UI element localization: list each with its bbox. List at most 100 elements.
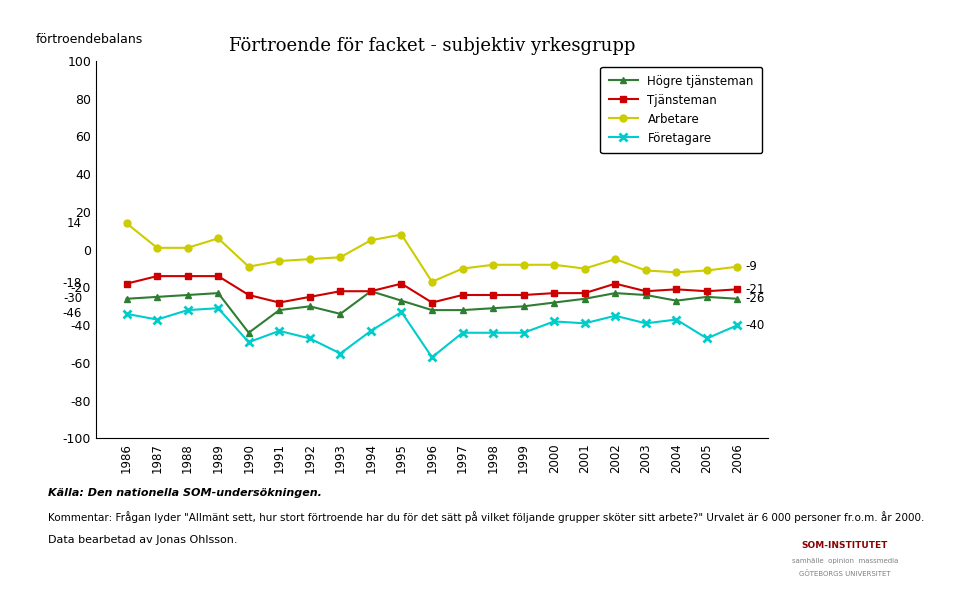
Arbetare [579,265,590,272]
Högre tjänsteman [732,295,743,303]
Tjänsteman [517,291,529,298]
Tjänsteman [365,287,376,295]
Företagare [426,354,438,361]
Företagare [304,335,316,342]
Tjänsteman [243,291,254,298]
Företagare [152,316,163,323]
Företagare [274,327,285,334]
Företagare [121,310,132,317]
Text: samhälle  opinion  massmedia: samhälle opinion massmedia [792,558,898,565]
Företagare [243,339,254,346]
Högre tjänsteman [243,329,254,336]
Företagare [732,322,743,329]
Arbetare [274,258,285,265]
Företagare [488,329,499,336]
Företagare [181,306,193,314]
Företagare [212,304,224,312]
Text: -46: -46 [62,308,83,320]
Tjänsteman [121,280,132,287]
Företagare [396,308,407,315]
Text: SOM-INSTITUTET: SOM-INSTITUTET [802,541,888,550]
Arbetare [457,265,468,272]
Arbetare [488,261,499,269]
Arbetare [640,267,652,274]
Arbetare [548,261,560,269]
Text: 14: 14 [67,217,83,230]
Arbetare [701,267,712,274]
Företagare [457,329,468,336]
Tjänsteman [488,291,499,298]
Tjänsteman [274,299,285,306]
Högre tjänsteman [548,299,560,306]
Högre tjänsteman [181,291,193,298]
Tjänsteman [701,287,712,295]
Högre tjänsteman [671,297,683,304]
Tjänsteman [671,286,683,293]
Text: -30: -30 [63,292,83,305]
Text: GÖTEBORGS UNIVERSITET: GÖTEBORGS UNIVERSITET [799,569,891,577]
Tjänsteman [579,289,590,297]
Arbetare [396,231,407,238]
Högre tjänsteman [488,304,499,312]
Line: Företagare: Företagare [122,304,742,362]
Arbetare [517,261,529,269]
Text: -26: -26 [746,292,765,305]
Text: -40: -40 [746,319,765,332]
Tjänsteman [396,280,407,287]
Arbetare [304,256,316,263]
Företagare [517,329,529,336]
Högre tjänsteman [274,306,285,314]
Högre tjänsteman [517,303,529,310]
Text: förtroendebalans: förtroendebalans [36,33,143,46]
Tjänsteman [640,287,652,295]
Högre tjänsteman [335,310,347,317]
Tjänsteman [732,286,743,293]
Högre tjänsteman [640,291,652,298]
Företagare [548,318,560,325]
Företagare [335,350,347,357]
Text: Källa: Den nationella SOM-undersökningen.: Källa: Den nationella SOM-undersökningen… [48,488,322,498]
Tjänsteman [304,293,316,300]
Högre tjänsteman [426,306,438,314]
Text: Kommentar: Frågan lyder "Allmänt sett, hur stort förtroende har du för det sätt : Kommentar: Frågan lyder "Allmänt sett, h… [48,511,924,523]
Arbetare [152,244,163,252]
Text: -18: -18 [62,277,83,290]
Legend: Högre tjänsteman, Tjänsteman, Arbetare, Företagare: Högre tjänsteman, Tjänsteman, Arbetare, … [600,67,762,153]
Företagare [671,316,683,323]
Arbetare [671,269,683,276]
Tjänsteman [152,272,163,280]
Högre tjänsteman [579,295,590,303]
Företagare [579,320,590,327]
Arbetare [335,253,347,261]
Tjänsteman [212,272,224,280]
Företagare [610,312,621,319]
Arbetare [243,263,254,270]
Arbetare [732,263,743,270]
Högre tjänsteman [212,289,224,297]
Text: Förtroende för facket - subjektiv yrkesgrupp: Förtroende för facket - subjektiv yrkesg… [228,37,636,55]
Line: Tjänsteman: Tjänsteman [123,273,741,306]
Högre tjänsteman [701,293,712,300]
Arbetare [365,236,376,244]
Högre tjänsteman [121,295,132,303]
Tjänsteman [335,287,347,295]
Tjänsteman [181,272,193,280]
Line: Högre tjänsteman: Högre tjänsteman [123,287,741,336]
Arbetare [181,244,193,252]
Line: Arbetare: Arbetare [123,220,741,285]
Text: -9: -9 [746,260,757,273]
Företagare [640,320,652,327]
Text: -21: -21 [746,283,765,296]
Högre tjänsteman [304,303,316,310]
Arbetare [121,220,132,227]
Tjänsteman [426,299,438,306]
Arbetare [212,234,224,242]
Arbetare [610,256,621,263]
Högre tjänsteman [457,306,468,314]
Högre tjänsteman [610,289,621,297]
Text: Data bearbetad av Jonas Ohlsson.: Data bearbetad av Jonas Ohlsson. [48,535,237,545]
Företagare [701,335,712,342]
Högre tjänsteman [396,297,407,304]
Tjänsteman [610,280,621,287]
Högre tjänsteman [152,293,163,300]
